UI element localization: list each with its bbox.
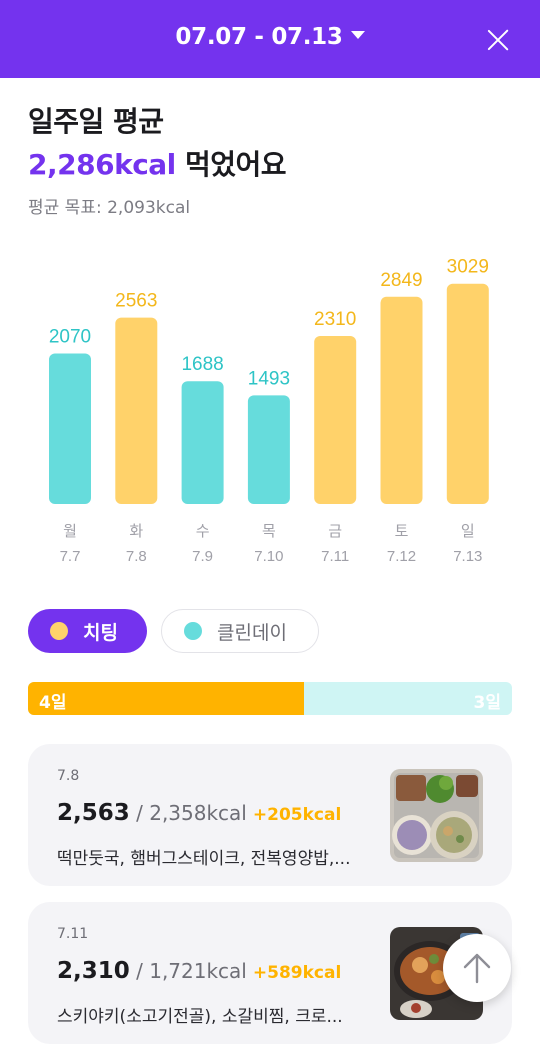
- cheat-dot-icon: [50, 622, 68, 640]
- close-icon[interactable]: [486, 28, 510, 52]
- chart-day-label: 화: [129, 522, 143, 540]
- day-card[interactable]: 7.8 2,563 / 2,358kcal +205kcal 떡만둣국, 햄버그스…: [28, 744, 512, 886]
- chart-value-label: 2563: [115, 291, 157, 312]
- card-diff-kcal: +589kcal: [252, 963, 342, 983]
- chart-bar-7.9[interactable]: [181, 381, 224, 504]
- chart-canvas: 2070 월 7.7 2563 화 7.8 1688 수 7.9 1493 목 7.10 2310 금 7.…: [49, 257, 489, 565]
- chart-date-label: 7.13: [453, 548, 482, 565]
- average-goal: 평균 목표: 2,093kcal: [28, 198, 191, 218]
- chart-bar-7.7[interactable]: [49, 353, 91, 504]
- chart-value-label: 2849: [380, 270, 422, 291]
- day-card[interactable]: 7.11 2,310 / 1,721kcal +589kcal 스키야키(소고기전…: [28, 902, 512, 1044]
- clean-filter-label: 클린데이: [217, 621, 287, 644]
- chart-date-label: 7.12: [387, 548, 416, 565]
- arrow-up-icon: [463, 953, 491, 984]
- chart-day-label: 목: [262, 522, 276, 540]
- card-target-kcal: / 1,721kcal: [129, 959, 247, 983]
- chart-bar-7.11[interactable]: [314, 336, 357, 504]
- card-diff-kcal: +205kcal: [252, 805, 342, 825]
- chart-value-label: 3029: [447, 257, 489, 278]
- cheat-ratio-fill: [28, 682, 304, 715]
- card-eaten-kcal: 2,563: [57, 800, 130, 826]
- chart-day-label: 금: [328, 522, 342, 540]
- date-range-label: 07.07 - 07.13: [175, 24, 343, 50]
- chart-day-label: 수: [196, 522, 210, 540]
- card-menu: 떡만둣국, 햄버그스테이크, 전복영양밥,...: [57, 849, 351, 869]
- cheat-clean-ratio-bar: 4일 3일: [28, 682, 512, 715]
- chart-value-label: 2310: [314, 309, 356, 330]
- chart-value-label: 1493: [248, 368, 290, 389]
- card-kcal-line: 2,563 / 2,358kcal +205kcal: [57, 800, 341, 826]
- scroll-top-button[interactable]: [443, 934, 511, 1002]
- date-range-selector[interactable]: 07.07 - 07.13: [0, 24, 540, 50]
- chart-bar-7.12[interactable]: [380, 296, 423, 504]
- cheat-filter-label: 치팅: [83, 621, 118, 644]
- chart-date-label: 7.10: [254, 548, 283, 565]
- caret-down-icon: [350, 31, 365, 39]
- cheat-days-label: 4일: [39, 693, 67, 713]
- chart-bar-7.10[interactable]: [247, 395, 290, 504]
- card-date: 7.11: [57, 926, 89, 942]
- chart-day-label: 월: [63, 522, 77, 540]
- chart-date-label: 7.9: [192, 548, 213, 565]
- chart-bar-7.8[interactable]: [115, 317, 158, 504]
- summary-average: 2,286kcal 먹었어요: [28, 143, 287, 183]
- chart-value-label: 2070: [49, 326, 91, 347]
- weekly-kcal-chart: 2070 월 7.7 2563 화 7.8 1688 수 7.9 1493 목 7.10 2310 금 7.…: [0, 230, 540, 580]
- cheat-filter-button[interactable]: 치팅: [28, 609, 147, 653]
- average-suffix: 먹었어요: [175, 148, 287, 181]
- meal-photo-image: [390, 769, 483, 862]
- chart-day-label: 토: [395, 522, 409, 540]
- card-menu: 스키야키(소고기전골), 소갈비찜, 크로...: [57, 1007, 343, 1027]
- chart-date-label: 7.11: [321, 548, 349, 565]
- average-kcal: 2,286kcal: [28, 148, 176, 181]
- clean-dot-icon: [184, 622, 202, 640]
- chart-day-label: 일: [461, 522, 475, 540]
- chart-bar-7.13[interactable]: [446, 283, 489, 504]
- summary-title: 일주일 평균: [28, 105, 164, 138]
- card-eaten-kcal: 2,310: [57, 958, 130, 984]
- card-target-kcal: / 2,358kcal: [129, 801, 247, 825]
- header-bar: 07.07 - 07.13: [0, 0, 540, 78]
- card-date: 7.8: [57, 768, 80, 784]
- chart-value-label: 1688: [181, 354, 223, 375]
- clean-filter-button[interactable]: 클린데이: [161, 609, 319, 653]
- chart-date-label: 7.8: [126, 548, 147, 565]
- chart-date-label: 7.7: [60, 548, 81, 565]
- clean-days-label: 3일: [473, 693, 501, 713]
- card-kcal-line: 2,310 / 1,721kcal +589kcal: [57, 958, 341, 984]
- meal-photo[interactable]: [390, 769, 483, 862]
